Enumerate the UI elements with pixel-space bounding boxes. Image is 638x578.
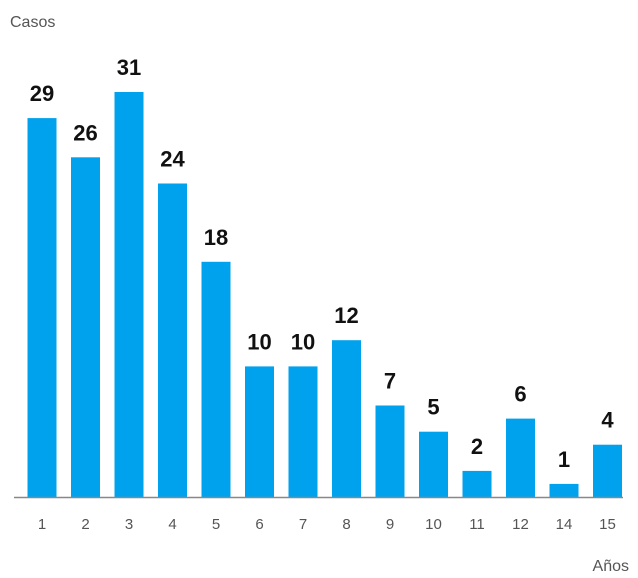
value-label-3: 31 — [117, 55, 141, 80]
x-tick-label-7: 7 — [299, 516, 307, 533]
x-tick-label-1: 1 — [38, 516, 46, 533]
x-tick-label-10: 10 — [425, 516, 442, 533]
value-label-1: 29 — [30, 81, 54, 106]
value-label-8: 12 — [334, 303, 358, 328]
bar-5 — [201, 261, 231, 497]
x-tick-label-12: 12 — [512, 516, 529, 533]
value-label-5: 18 — [204, 225, 228, 250]
bar-12 — [506, 418, 535, 497]
value-label-7: 10 — [291, 329, 315, 354]
value-label-11: 2 — [471, 434, 483, 459]
value-label-10: 5 — [427, 395, 439, 420]
x-tick-label-11: 11 — [469, 516, 485, 533]
x-tick-label-2: 2 — [81, 516, 89, 533]
x-tick-label-9: 9 — [386, 516, 394, 533]
x-tick-label-6: 6 — [255, 516, 263, 533]
value-label-9: 7 — [384, 369, 396, 394]
x-tick-label-5: 5 — [212, 516, 220, 533]
x-tick-label-4: 4 — [168, 516, 176, 533]
bars-group — [27, 92, 622, 498]
bar-14 — [549, 483, 579, 497]
bar-15 — [593, 444, 622, 497]
bar-3 — [114, 92, 144, 497]
x-tick-labels-group: 1 2 3 4 5 6 7 8 9 10 11 12 14 15 — [38, 516, 616, 533]
bar-8 — [332, 340, 361, 497]
bar-7 — [288, 366, 318, 497]
value-label-12: 6 — [514, 382, 526, 407]
value-label-15: 4 — [601, 408, 614, 433]
value-label-6: 10 — [247, 329, 271, 354]
y-axis-label: Casos — [10, 14, 56, 31]
bar-2 — [71, 157, 100, 498]
x-tick-label-8: 8 — [342, 516, 350, 533]
value-label-2: 26 — [73, 120, 97, 145]
x-tick-label-3: 3 — [125, 516, 133, 533]
x-tick-label-14: 14 — [556, 516, 573, 533]
bar-1 — [27, 118, 57, 497]
value-label-14: 1 — [558, 447, 570, 472]
x-axis-label: Años — [592, 558, 629, 575]
bar-6 — [245, 366, 274, 497]
x-tick-label-15: 15 — [599, 516, 616, 533]
bar-11 — [462, 470, 492, 497]
bar-9 — [375, 405, 405, 497]
bar-4 — [158, 183, 187, 497]
bar-10 — [419, 431, 448, 497]
value-label-4: 24 — [160, 147, 185, 172]
